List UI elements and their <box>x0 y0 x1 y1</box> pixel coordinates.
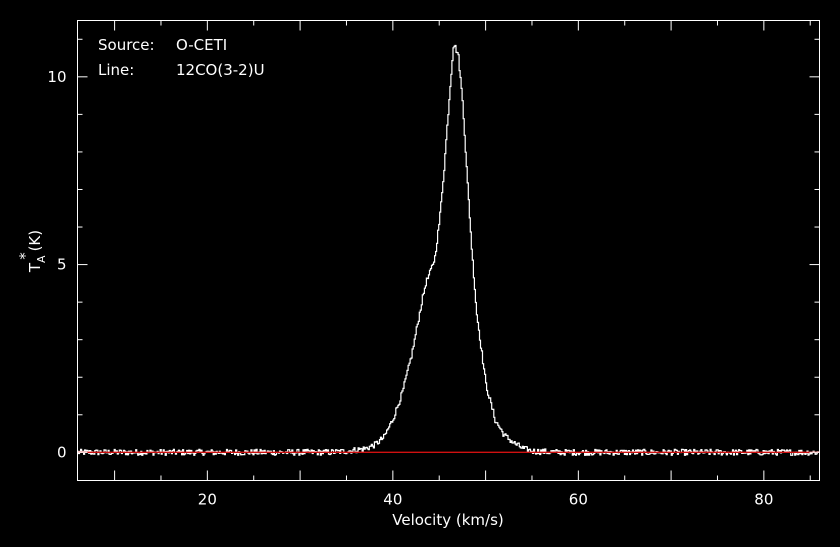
info-block: Source: O-CETI Line: 12CO(3-2)U <box>98 36 265 79</box>
spectrum-series-line <box>77 44 820 456</box>
source-label: Source: <box>98 36 155 54</box>
source-value: O-CETI <box>176 36 227 54</box>
y-tick-label: 0 <box>57 443 67 461</box>
plot-frame <box>77 20 820 481</box>
x-tick-label: 40 <box>383 491 402 509</box>
line-value: 12CO(3-2)U <box>176 61 265 79</box>
y-axis-title: TA (K) * <box>16 230 48 273</box>
x-tick-label: 60 <box>569 491 588 509</box>
y-axis-title-unit: (K) <box>26 230 44 252</box>
y-tick-label: 10 <box>47 68 66 86</box>
y-axis-title-sub: A <box>35 255 48 263</box>
axis-ticks <box>77 20 820 481</box>
svg-text:TA(K): TA (K) <box>26 230 48 273</box>
y-tick-label: 5 <box>57 256 67 274</box>
y-axis-title-sup: * <box>16 252 34 260</box>
x-tick-label: 80 <box>754 491 773 509</box>
y-axis-title-main: T <box>26 262 44 273</box>
x-tick-label: 20 <box>198 491 217 509</box>
axis-tick-labels: 20 40 60 80 0 5 10 <box>47 68 773 509</box>
x-axis-title: Velocity (km/s) <box>392 511 503 529</box>
line-label: Line: <box>98 61 134 79</box>
